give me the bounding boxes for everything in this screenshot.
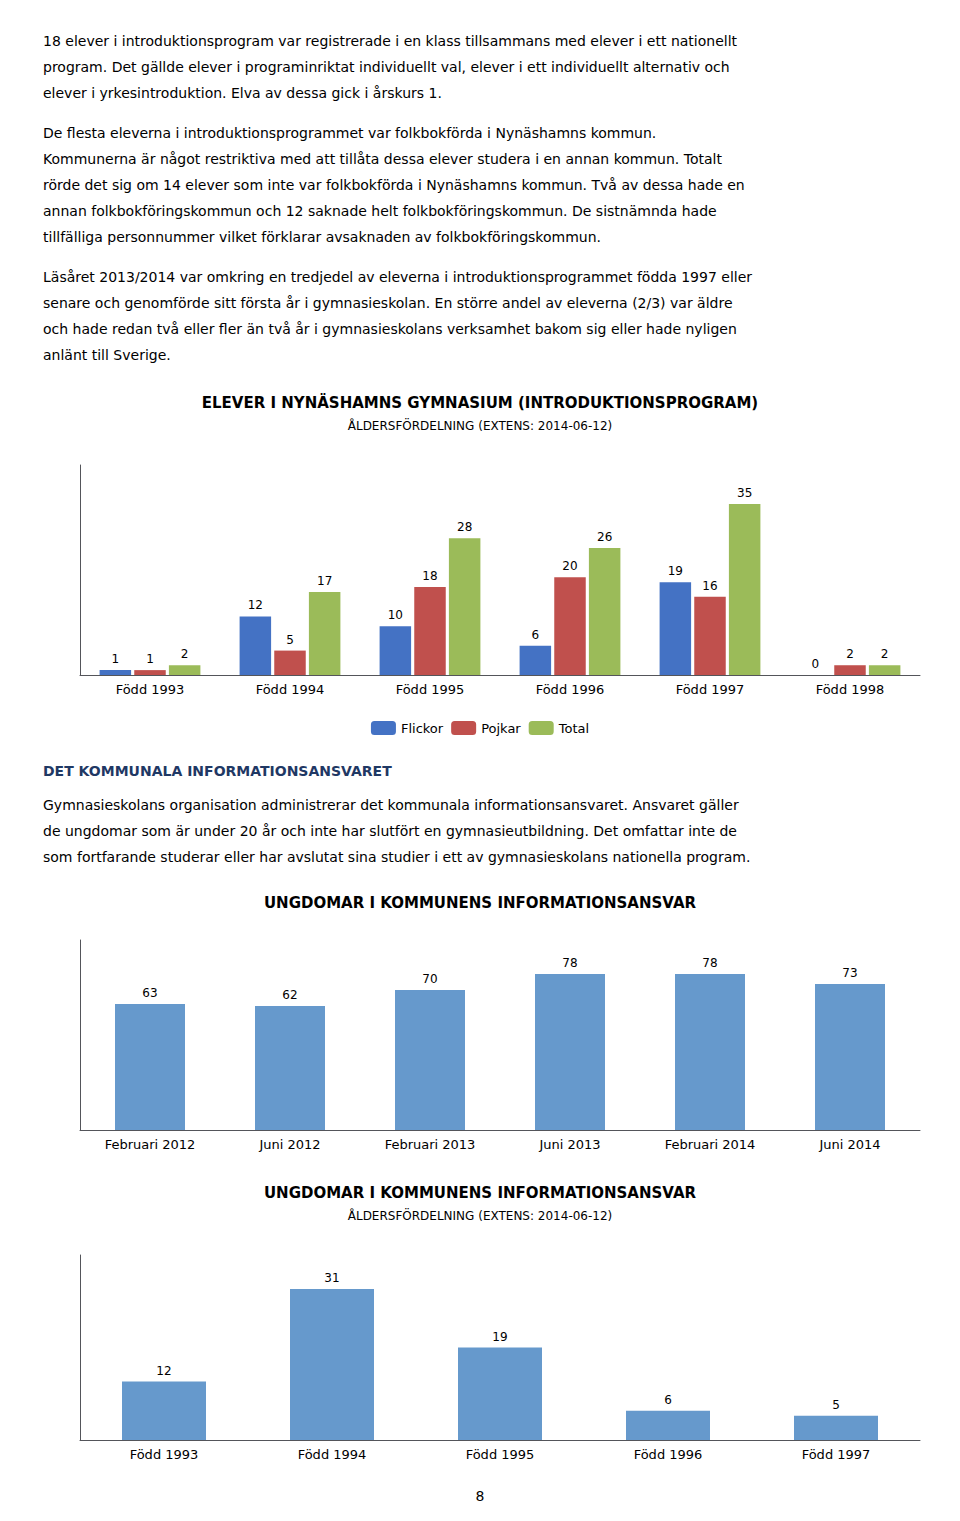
svg-text:19: 19 — [492, 1330, 507, 1344]
svg-text:Född 1994: Född 1994 — [298, 1447, 367, 1462]
svg-text:1: 1 — [146, 652, 154, 666]
html-text:som fortfarande studerar eller: som fortfarande studerar eller har avslu… — [43, 849, 751, 865]
svg-text:Total: Total — [558, 721, 589, 736]
html-text:anlänt till Sverige.: anlänt till Sverige. — [43, 347, 171, 363]
svg-text:70: 70 — [422, 972, 437, 986]
svg-text:0: 0 — [812, 657, 820, 671]
svg-text:Född 1995: Född 1995 — [396, 682, 465, 697]
svg-text:Född 1997: Född 1997 — [676, 682, 745, 697]
svg-text:Flickor: Flickor — [401, 721, 444, 736]
svg-text:Februari 2013: Februari 2013 — [385, 1137, 476, 1152]
svg-text:26: 26 — [597, 530, 612, 544]
svg-text:18: 18 — [422, 569, 437, 583]
html-text:elever i yrkesintroduktion. El: elever i yrkesintroduktion. Elva av dess… — [43, 85, 442, 101]
svg-text:Pojkar: Pojkar — [481, 721, 521, 736]
svg-text:78: 78 — [702, 956, 717, 970]
html-text:program. Det gällde elever i p: program. Det gällde elever i programinri… — [43, 59, 730, 75]
svg-text:Född 1995: Född 1995 — [466, 1447, 535, 1462]
html-text:Läsåret 2013/2014 var omkring: Läsåret 2013/2014 var omkring en tredjed… — [43, 269, 752, 285]
svg-text:Född 1997: Född 1997 — [802, 1447, 871, 1462]
svg-text:2: 2 — [846, 647, 854, 661]
html-text:18 elever i introduktionsprogr: 18 elever i introduktionsprogram var reg… — [43, 33, 738, 49]
svg-text:12: 12 — [156, 1364, 171, 1378]
svg-text:73: 73 — [842, 966, 857, 980]
svg-text:35: 35 — [737, 486, 752, 500]
svg-text:Född 1996: Född 1996 — [536, 682, 605, 697]
svg-text:31: 31 — [324, 1271, 339, 1285]
svg-text:Juni 2012: Juni 2012 — [258, 1137, 320, 1152]
svg-text:Född 1994: Född 1994 — [256, 682, 325, 697]
svg-text:5: 5 — [832, 1398, 840, 1412]
svg-text:UNGDOMAR I KOMMUNENS INFORMATI: UNGDOMAR I KOMMUNENS INFORMATIONSANSVAR — [264, 894, 697, 912]
svg-text:ÅLDERSFÖRDELNING (EXTENS: 2014: ÅLDERSFÖRDELNING (EXTENS: 2014-06-12) — [348, 1207, 613, 1223]
svg-text:16: 16 — [702, 579, 717, 593]
svg-text:63: 63 — [142, 986, 157, 1000]
html-text:senare och genomförde sitt för: senare och genomförde sitt första år i g… — [43, 295, 733, 311]
svg-text:62: 62 — [282, 988, 297, 1002]
svg-text:19: 19 — [668, 564, 683, 578]
svg-text:Född 1998: Född 1998 — [816, 682, 885, 697]
svg-text:10: 10 — [388, 608, 403, 622]
svg-text:ELEVER I NYNÄSHAMNS GYMNASIUM: ELEVER I NYNÄSHAMNS GYMNASIUM (INTRODUKT… — [202, 393, 758, 412]
svg-text:78: 78 — [562, 956, 577, 970]
svg-text:1: 1 — [112, 652, 120, 666]
html-text:Gymnasieskolans organisation a: Gymnasieskolans organisation administrer… — [43, 797, 739, 813]
html-text:och hade redan två eller fler: och hade redan två eller fler än två år … — [43, 321, 737, 337]
svg-text:UNGDOMAR I KOMMUNENS INFORMATI: UNGDOMAR I KOMMUNENS INFORMATIONSANSVAR — [264, 1184, 697, 1202]
svg-text:6: 6 — [532, 628, 540, 642]
html-text:DET KOMMUNALA INFORMATIONSANSV: DET KOMMUNALA INFORMATIONSANSVARET — [43, 763, 392, 779]
svg-text:28: 28 — [457, 520, 472, 534]
svg-text:Februari 2012: Februari 2012 — [105, 1137, 196, 1152]
svg-text:Född 1993: Född 1993 — [130, 1447, 199, 1462]
svg-text:12: 12 — [248, 598, 263, 612]
html-text:annan folkbokföringskommun och: annan folkbokföringskommun och 12 saknad… — [43, 203, 717, 219]
html-text:tillfälliga personnummer vilke: tillfälliga personnummer vilket förklara… — [43, 229, 601, 245]
html-text:de ungdomar som är under 20 år: de ungdomar som är under 20 år och inte … — [43, 823, 737, 839]
html-text:rörde det sig om 14 elever som: rörde det sig om 14 elever som inte var … — [43, 177, 745, 193]
svg-text:2: 2 — [181, 647, 189, 661]
svg-text:17: 17 — [317, 574, 332, 588]
svg-text:ÅLDERSFÖRDELNING (EXTENS: 2014: ÅLDERSFÖRDELNING (EXTENS: 2014-06-12) — [348, 417, 613, 433]
svg-text:Född 1996: Född 1996 — [634, 1447, 703, 1462]
svg-text:Född 1993: Född 1993 — [116, 682, 185, 697]
html-text:De flesta eleverna i introdukt: De flesta eleverna i introduktionsprogra… — [43, 125, 657, 141]
svg-text:20: 20 — [562, 559, 577, 573]
svg-text:2: 2 — [881, 647, 889, 661]
svg-text:Juni 2013: Juni 2013 — [538, 1137, 600, 1152]
svg-text:Juni 2014: Juni 2014 — [818, 1137, 880, 1152]
svg-text:5: 5 — [286, 633, 294, 647]
html-text:8: 8 — [475, 1488, 485, 1504]
html-text:Kommunerna är något restriktiv: Kommunerna är något restriktiva med att … — [43, 151, 722, 167]
svg-text:Februari 2014: Februari 2014 — [665, 1137, 756, 1152]
svg-text:6: 6 — [664, 1393, 672, 1407]
